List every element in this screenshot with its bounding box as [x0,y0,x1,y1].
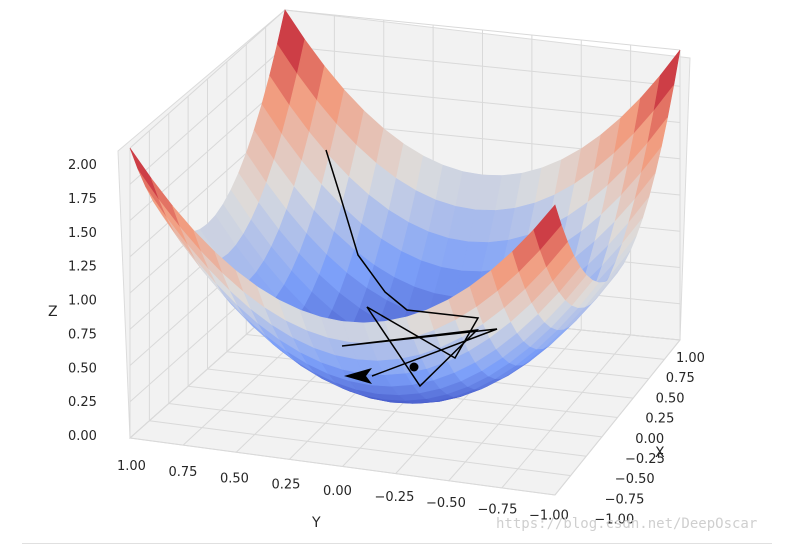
x-tick-label: −0.75 [605,492,645,507]
minimum-marker [409,362,419,372]
z-tick-label: 2.00 [68,158,97,173]
trajectory-line [325,149,498,388]
y-tick-label: −1.00 [529,509,569,524]
x-tick-label: 0.50 [656,391,685,406]
y-tick-label: 1.00 [117,459,146,474]
x-axis-ticks: 1.00 0.75 0.50 0.25 0.00 −0.25 −0.50 −0.75 −1.00 [594,351,705,528]
y-axis-label: Y [311,515,321,531]
x-tick-label: 0.25 [645,412,674,427]
y-tick-label: 0.75 [169,465,198,480]
y-tick-label: 0.00 [323,484,352,499]
watermark: https://blog.csdn.net/DeepOscar [496,516,757,532]
y-axis-ticks: 1.00 0.75 0.50 0.25 0.00 −0.25 −0.50 −0.75 −1.00 [117,459,569,524]
optimization-path [325,149,498,388]
x-tick-label: −0.50 [615,472,655,487]
x-tick-label: −0.25 [625,452,665,467]
z-axis-label: Z [48,304,58,320]
x-axis-label: X [655,445,665,461]
surface-patch [533,204,562,251]
z-tick-label: 0.25 [68,395,97,410]
x-tick-label: 1.00 [676,351,705,366]
divider [22,543,772,544]
surface-mesh [129,9,681,404]
x-tick-label: 0.75 [666,371,695,386]
z-tick-label: 1.25 [68,260,97,275]
y-tick-label: −0.75 [478,502,518,517]
y-tick-label: −0.25 [375,490,415,505]
z-tick-label: 0.75 [68,327,97,342]
z-tick-label: 0.50 [68,361,97,376]
y-tick-label: 0.50 [220,471,249,486]
x-tick-label: 0.00 [635,432,664,447]
y-tick-label: −0.50 [426,496,466,511]
z-axis-ticks: 2.00 1.75 1.50 1.25 1.00 0.75 0.50 0.25 0.00 [68,158,97,444]
z-tick-label: 1.50 [68,226,97,241]
x-tick-label: −1.00 [594,513,634,528]
z-tick-label: 0.00 [68,429,97,444]
z-tick-label: 1.00 [68,294,97,309]
y-tick-label: 0.25 [272,478,301,493]
z-tick-label: 1.75 [68,192,97,207]
arrowhead [344,368,372,384]
